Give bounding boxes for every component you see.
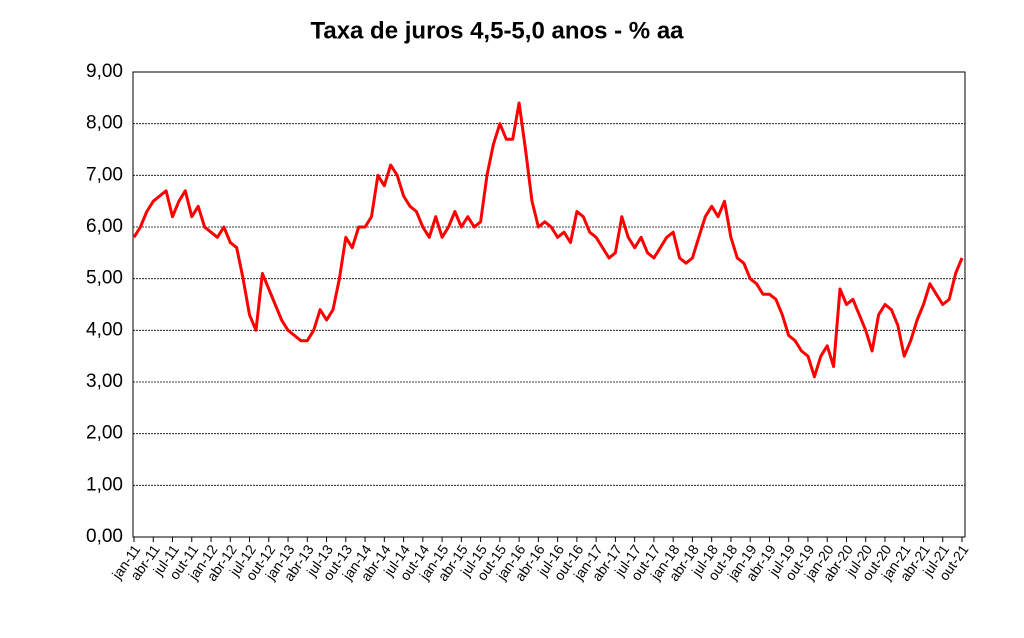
y-tick-label: 5,00 bbox=[86, 268, 123, 289]
y-tick-label: 9,00 bbox=[86, 61, 123, 82]
y-tick-label: 3,00 bbox=[86, 371, 123, 392]
chart-title: Taxa de juros 4,5-5,0 anos - % aa bbox=[310, 17, 684, 44]
y-tick-label: 0,00 bbox=[86, 526, 123, 547]
series-line bbox=[132, 101, 964, 379]
y-tick-label: 7,00 bbox=[86, 164, 123, 185]
plot-border bbox=[132, 71, 966, 538]
y-tick-label: 8,00 bbox=[86, 113, 123, 134]
y-tick-label: 2,00 bbox=[86, 423, 123, 444]
y-tick-label: 1,00 bbox=[86, 474, 123, 495]
y-tick-label: 4,00 bbox=[86, 319, 123, 340]
y-tick-label: 6,00 bbox=[86, 216, 123, 237]
